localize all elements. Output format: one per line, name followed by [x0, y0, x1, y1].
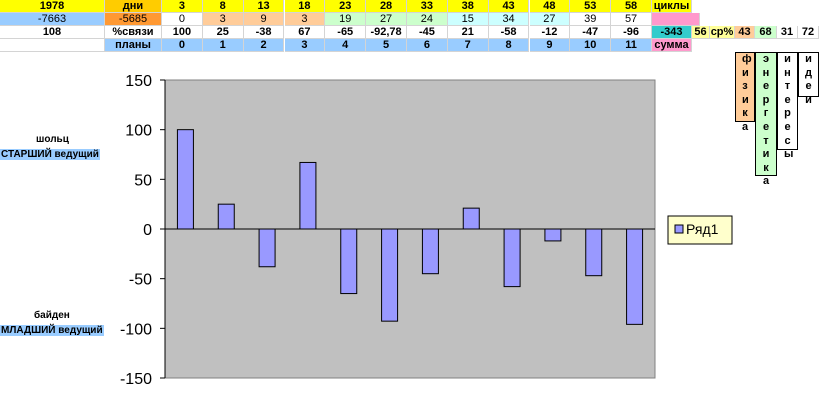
table-cell: 24 — [407, 13, 448, 26]
table-cell: 100 — [162, 26, 203, 39]
table-cell: 68 — [755, 26, 777, 39]
table-cell: 38 — [447, 0, 489, 13]
table-cell: -38 — [243, 26, 285, 39]
table-cell — [0, 39, 105, 52]
table-cell: 6 — [407, 39, 448, 52]
table-cell: 9 — [529, 39, 571, 52]
left-role: МЛАДШИЙ ведущий — [0, 325, 104, 336]
table-cell: 43 — [735, 26, 755, 39]
bar — [340, 228, 358, 295]
table-cell: 3 — [162, 0, 203, 13]
table-cell: 18 — [284, 0, 326, 13]
table-cell: 10 — [570, 39, 612, 52]
bar — [299, 161, 317, 230]
table-cell: сумма — [652, 39, 692, 52]
vertical-label: физика — [735, 52, 755, 133]
table-cell: 21 — [447, 26, 489, 39]
bar — [626, 228, 644, 325]
table-cell: 19 — [325, 13, 367, 26]
bar — [421, 228, 439, 275]
table-cell: циклы — [652, 0, 692, 13]
table-cell: 53 — [570, 0, 612, 13]
table-cell: -96 — [611, 26, 652, 39]
bar — [503, 228, 521, 288]
table-cell: 58 — [611, 0, 652, 13]
bar — [176, 129, 194, 230]
table-cell: 1 — [202, 39, 244, 52]
table-cell: 13 — [243, 0, 285, 13]
legend-swatch — [674, 224, 684, 234]
table-cell: %связи — [105, 26, 162, 39]
vertical-label: идеи — [798, 52, 819, 106]
table-cell: 9 — [243, 13, 285, 26]
empty-cell — [652, 13, 700, 26]
bar — [544, 228, 562, 242]
table-cell: 15 — [447, 13, 489, 26]
table-cell: 2 — [243, 39, 285, 52]
y-tick-label: -50 — [129, 272, 152, 289]
table-cell: 25 — [202, 26, 244, 39]
table-cell: 57 — [611, 13, 652, 26]
table-cell: 23 — [325, 0, 367, 13]
table-cell: -65 — [325, 26, 367, 39]
table-cell: -45 — [407, 26, 448, 39]
table-cell: 108 — [0, 26, 105, 39]
table-cell: 3 — [202, 13, 244, 26]
y-tick-label: -100 — [120, 321, 152, 338]
table-cell: 56 — [692, 26, 710, 39]
table-cell: 27 — [529, 13, 571, 26]
table-cell: -343 — [652, 26, 692, 39]
bar — [585, 228, 603, 277]
table-cell: 8 — [202, 0, 244, 13]
table-cell: 5 — [366, 39, 407, 52]
table-cell: 27 — [366, 13, 407, 26]
table-cell: 33 — [407, 0, 448, 13]
left-label: шольц — [36, 134, 69, 145]
table-cell: 7 — [447, 39, 489, 52]
table-cell: 3 — [284, 39, 326, 52]
table-cell: -7663 — [0, 13, 105, 26]
y-tick-label: 150 — [125, 73, 152, 90]
bar — [381, 228, 399, 322]
bar — [217, 203, 235, 230]
table-cell: 43 — [488, 0, 530, 13]
table-cell: 8 — [488, 39, 530, 52]
table-cell: 28 — [366, 0, 407, 13]
table-cell: 67 — [284, 26, 326, 39]
vertical-label: интересы — [777, 52, 798, 160]
left-label: байден — [34, 310, 70, 321]
bar — [462, 207, 480, 230]
table-cell: 0 — [162, 39, 203, 52]
table-cell: -58 — [488, 26, 530, 39]
table-cell: 11 — [611, 39, 652, 52]
table-cell: 31 — [777, 26, 798, 39]
legend-label: Ряд1 — [686, 221, 719, 237]
y-tick-label: 0 — [143, 222, 152, 239]
left-role: СТАРШИЙ ведущий — [0, 149, 100, 160]
y-tick-label: 100 — [125, 123, 152, 140]
table-cell: -12 — [529, 26, 571, 39]
table-cell: 1978 — [0, 0, 105, 13]
table-cell: 3 — [284, 13, 326, 26]
table-cell: планы — [105, 39, 162, 52]
vertical-label: энергетика — [755, 52, 777, 187]
table-cell: -92,78 — [366, 26, 407, 39]
bar — [258, 228, 276, 268]
table-cell: 48 — [529, 0, 571, 13]
table-cell: 34 — [488, 13, 530, 26]
y-tick-label: -150 — [120, 371, 152, 388]
table-cell: -5685 — [105, 13, 162, 26]
table-cell: дни — [105, 0, 162, 13]
table-cell: 72 — [798, 26, 819, 39]
table-cell: 0 — [162, 13, 203, 26]
table-cell: 4 — [325, 39, 367, 52]
table-cell: 39 — [570, 13, 612, 26]
table-cell: -47 — [570, 26, 612, 39]
table-cell: ср% — [710, 26, 735, 39]
y-tick-label: 50 — [134, 172, 152, 189]
